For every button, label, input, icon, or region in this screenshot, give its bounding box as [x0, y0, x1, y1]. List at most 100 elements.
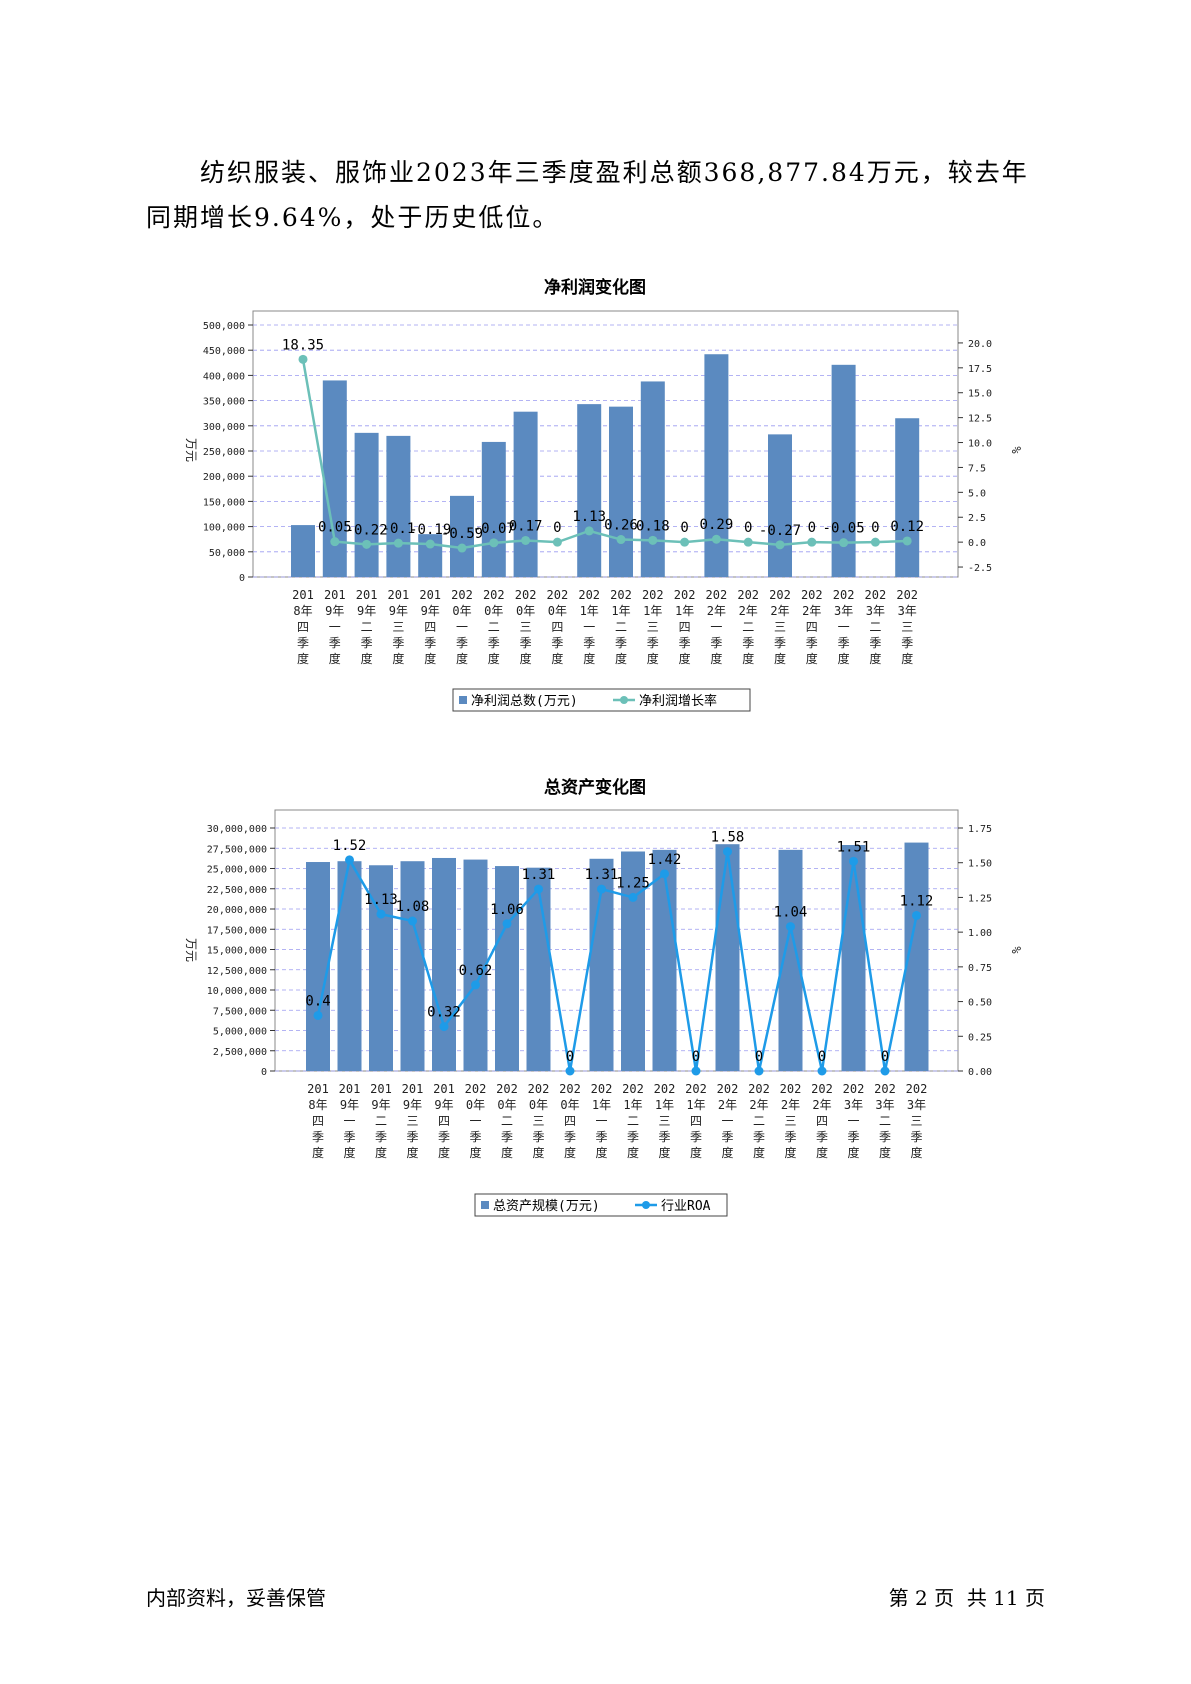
y2-tick-label: 1.25 [968, 893, 992, 904]
bar [354, 432, 379, 577]
x-tick-label: 季 [816, 1130, 828, 1144]
x-tick-label: 202 [528, 1082, 550, 1096]
legend-box [474, 1193, 728, 1217]
x-tick-label: 202 [896, 588, 918, 602]
data-label: 1.13 [572, 509, 606, 525]
bar [640, 381, 665, 577]
x-tick-label: 度 [469, 1145, 481, 1160]
x-tick-label: 季 [847, 1130, 859, 1144]
x-tick-label: 二 [627, 1114, 639, 1128]
x-tick-label: 季 [501, 1130, 513, 1144]
x-tick-label: 2年 [749, 1098, 768, 1112]
data-label: -0.05 [823, 521, 865, 537]
chart2-title: 总资产变化图 [544, 778, 646, 798]
y-tick-label: 2,500,000 [213, 1047, 267, 1058]
data-label: 0.18 [636, 518, 670, 534]
y2-tick-label: 1.75 [968, 824, 992, 835]
data-label: 0 [744, 520, 752, 536]
line-point [660, 869, 669, 879]
data-label: 1.25 [616, 875, 650, 891]
data-label: 0.62 [459, 963, 493, 979]
x-tick-label: 202 [642, 588, 664, 602]
x-tick-label: 度 [456, 651, 468, 666]
x-tick-label: 四 [551, 620, 563, 634]
x-tick-label: 0年 [516, 604, 535, 618]
x-tick-label: 度 [406, 1145, 418, 1160]
x-tick-label: 四 [816, 1114, 828, 1128]
x-tick-label: 3年 [907, 1098, 926, 1112]
y2-tick-label: 20.0 [968, 339, 992, 350]
x-tick-label: 9年 [325, 604, 344, 618]
x-tick-label: 度 [774, 651, 786, 666]
line-point [743, 537, 753, 547]
x-tick-label: 一 [721, 1114, 733, 1128]
x-tick-label: 三 [658, 1114, 670, 1128]
x-tick-label: 3年 [898, 604, 917, 618]
y-tick-label: 17,500,000 [207, 925, 267, 936]
legend-bar-label: 净利润总数(万元) [471, 694, 578, 709]
x-tick-label: 3年 [875, 1098, 894, 1112]
y-tick-label: 15,000,000 [207, 946, 267, 957]
y-tick-label: 20,000,000 [207, 905, 267, 916]
x-tick-label: 2年 [707, 604, 726, 618]
bar [768, 434, 792, 577]
summary-paragraph: 纺织服装、服饰业2023年三季度盈利总额368,877.84万元，较去年同期增长… [146, 158, 1029, 232]
x-tick-label: 季 [910, 1130, 922, 1144]
data-label: 0 [808, 520, 816, 536]
y2-tick-label: 0.75 [968, 963, 992, 974]
x-tick-label: 2年 [781, 1098, 800, 1112]
bar [291, 525, 315, 577]
y-tick-label: 10,000,000 [207, 986, 267, 997]
x-tick-label: 1年 [675, 604, 694, 618]
x-tick-label: 二 [753, 1114, 765, 1128]
x-tick-label: 202 [906, 1082, 928, 1096]
y-axis-label: 万元 [184, 438, 198, 462]
line-point [408, 916, 417, 926]
data-label: -0.07 [473, 521, 515, 537]
x-tick-label: 度 [806, 651, 818, 666]
x-tick-label: 度 [551, 651, 563, 666]
line-point [489, 538, 499, 548]
x-tick-label: 四 [438, 1114, 450, 1128]
x-tick-label: 季 [438, 1130, 450, 1144]
y-tick-label: 0 [261, 1067, 267, 1078]
x-tick-label: 季 [690, 1130, 702, 1144]
x-tick-label: 季 [424, 636, 436, 650]
data-label: 1.42 [648, 852, 682, 868]
x-tick-label: 2年 [739, 604, 758, 618]
total-assets-chart: 0 2,500,000 5,000,000 7,500,000 10,000,000 12… [184, 809, 1023, 1217]
x-tick-label: 度 [627, 1145, 639, 1160]
data-label: 1.08 [396, 899, 430, 915]
data-label: 0 [755, 1049, 763, 1065]
x-tick-label: 三 [392, 620, 404, 634]
y-tick-label: 27,500,000 [207, 844, 267, 855]
y-tick-label: 30,000,000 [207, 824, 267, 835]
x-tick-label: 度 [520, 651, 532, 666]
line-point [393, 538, 403, 548]
x-tick-label: 202 [559, 1082, 581, 1096]
y-tick-label: 200,000 [203, 472, 245, 483]
x-tick-label: 一 [329, 620, 341, 634]
bar [513, 411, 538, 577]
x-tick-label: 四 [297, 620, 309, 634]
line-point [584, 526, 594, 536]
x-tick-label: 度 [679, 651, 691, 666]
x-tick-label: 9年 [421, 604, 440, 618]
x-tick-label: 度 [710, 651, 722, 666]
x-tick-label: 季 [564, 1130, 576, 1144]
x-tick-label: 201 [339, 1082, 361, 1096]
y-tick-label: 350,000 [203, 397, 245, 408]
x-tick-label: 四 [312, 1114, 324, 1128]
line-point [521, 535, 531, 545]
legend-bar-label: 总资产规模(万元) [493, 1199, 600, 1214]
x-tick-label: 度 [488, 651, 500, 666]
bar [322, 380, 347, 577]
x-tick-label: 0年 [466, 1098, 485, 1112]
x-tick-label: 季 [583, 636, 595, 650]
x-tick-label: 季 [392, 636, 404, 650]
x-tick-label: 202 [865, 588, 887, 602]
line-point [439, 1022, 449, 1032]
x-tick-label: 2年 [718, 1098, 737, 1112]
x-tick-label: 季 [647, 636, 659, 650]
x-tick-label: 二 [869, 620, 881, 634]
